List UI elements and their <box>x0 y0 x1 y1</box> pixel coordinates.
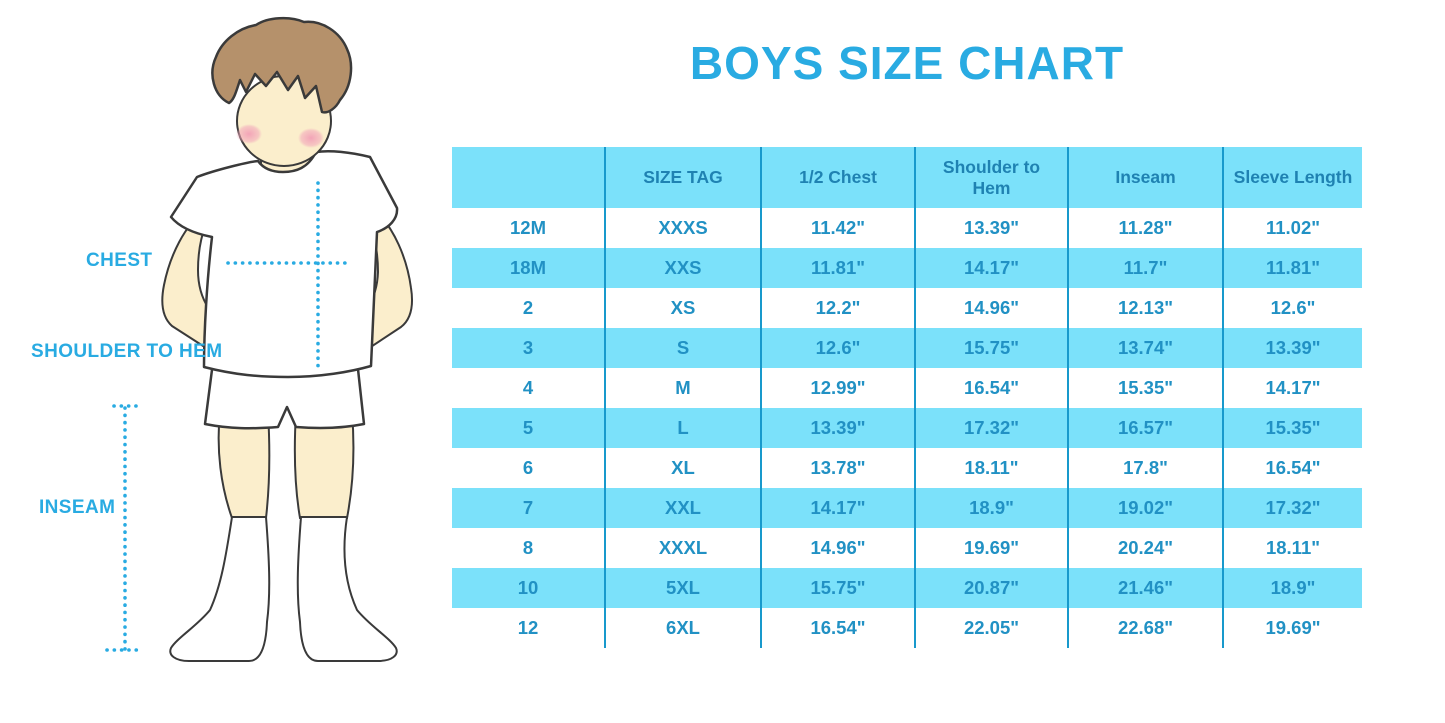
size-value-cell: 19.69" <box>914 528 1067 568</box>
size-value-cell: 11.81" <box>760 248 914 288</box>
size-value-cell: L <box>604 408 760 448</box>
row-size-label: 3 <box>452 328 604 368</box>
size-value-cell: XXXL <box>604 528 760 568</box>
size-value-cell: 13.39" <box>914 208 1067 248</box>
size-value-cell: 11.42" <box>760 208 914 248</box>
column-header: Inseam <box>1067 147 1222 208</box>
row-size-label: 12 <box>517 617 539 638</box>
size-value-cell: 19.69" <box>1222 608 1362 648</box>
row-size-label: 18M <box>452 248 604 288</box>
row-size-label: 4 <box>522 377 534 398</box>
chest-label: CHEST <box>86 250 153 271</box>
size-value-cell: 18.9" <box>914 488 1067 528</box>
size-value-cell: 18.11" <box>914 448 1067 488</box>
column-header: Shoulder to Hem <box>914 147 1067 208</box>
size-value-cell: 21.46" <box>1067 568 1222 608</box>
right-blush <box>298 128 324 148</box>
size-value-cell: 18.11" <box>1222 528 1362 568</box>
size-value-cell: 6XL <box>604 608 760 648</box>
row-size-label: 5 <box>452 408 604 448</box>
size-value-cell: 12.13" <box>1067 288 1222 328</box>
inseam-label: INSEAM <box>39 497 116 518</box>
page-title: BOYS SIZE CHART <box>689 37 1125 89</box>
size-value-cell: 5XL <box>604 568 760 608</box>
column-header: 1/2 Chest <box>760 147 914 208</box>
row-size-label: 6 <box>522 457 534 478</box>
size-value-cell: 15.35" <box>1067 368 1222 408</box>
left-blush <box>236 124 262 144</box>
size-value-cell: 14.17" <box>914 248 1067 288</box>
size-value-cell: 20.24" <box>1067 528 1222 568</box>
size-value-cell: 13.78" <box>760 448 914 488</box>
size-value-cell: 14.17" <box>760 488 914 528</box>
size-value-cell: 20.87" <box>914 568 1067 608</box>
shoulder-to-hem-label: SHOULDER TO HEM <box>31 341 223 362</box>
size-value-cell: S <box>604 328 760 368</box>
size-value-cell: 15.75" <box>760 568 914 608</box>
column-header: SIZE TAG <box>604 147 760 208</box>
size-value-cell: 16.54" <box>1222 448 1362 488</box>
row-size-label: 8 <box>522 537 534 558</box>
right-sock <box>296 516 398 662</box>
size-value-cell: XXL <box>604 488 760 528</box>
size-value-cell: 12.6" <box>760 328 914 368</box>
size-value-cell: 13.39" <box>1222 328 1362 368</box>
size-value-cell: 17.8" <box>1067 448 1222 488</box>
size-value-cell: 17.32" <box>914 408 1067 448</box>
inseam-measure-line <box>105 404 145 652</box>
size-value-cell: 11.02" <box>1222 208 1362 248</box>
size-value-cell: 22.05" <box>914 608 1067 648</box>
size-value-cell: 12.2" <box>760 288 914 328</box>
size-value-cell: 11.7" <box>1067 248 1222 288</box>
size-value-cell: 14.96" <box>914 288 1067 328</box>
size-value-cell: 22.68" <box>1067 608 1222 648</box>
size-value-cell: 12.99" <box>760 368 914 408</box>
size-value-cell: 16.54" <box>914 368 1067 408</box>
size-value-cell: 13.39" <box>760 408 914 448</box>
size-value-cell: 11.28" <box>1067 208 1222 248</box>
shorts <box>203 358 366 430</box>
size-value-cell: 15.35" <box>1222 408 1362 448</box>
size-value-cell: XS <box>604 288 760 328</box>
size-value-cell: 14.96" <box>760 528 914 568</box>
size-value-cell: 17.32" <box>1222 488 1362 528</box>
boy-illustration <box>105 16 413 662</box>
size-value-cell: 12.6" <box>1222 288 1362 328</box>
size-value-cell: 13.74" <box>1067 328 1222 368</box>
size-table: SIZE TAG 1/2 Chest Shoulder to Hem Inseam Sl… <box>452 147 1362 648</box>
size-value-cell: 18.9" <box>1222 568 1362 608</box>
size-value-cell: 16.57" <box>1067 408 1222 448</box>
size-value-cell: M <box>604 368 760 408</box>
column-header: Sleeve Length <box>1222 147 1362 208</box>
size-value-cell: 16.54" <box>760 608 914 648</box>
row-size-label: 12M <box>510 217 546 238</box>
size-value-cell: 15.75" <box>914 328 1067 368</box>
row-size-label: 10 <box>452 568 604 608</box>
hair <box>211 16 353 114</box>
size-value-cell: 11.81" <box>1222 248 1362 288</box>
size-value-cell: XL <box>604 448 760 488</box>
row-size-label: 7 <box>452 488 604 528</box>
size-value-cell: 19.02" <box>1067 488 1222 528</box>
size-value-cell: XXXS <box>604 208 760 248</box>
column-header <box>452 147 604 208</box>
size-value-cell: XXS <box>604 248 760 288</box>
size-value-cell: 14.17" <box>1222 368 1362 408</box>
left-sock <box>169 516 271 662</box>
row-size-label: 2 <box>522 297 534 318</box>
